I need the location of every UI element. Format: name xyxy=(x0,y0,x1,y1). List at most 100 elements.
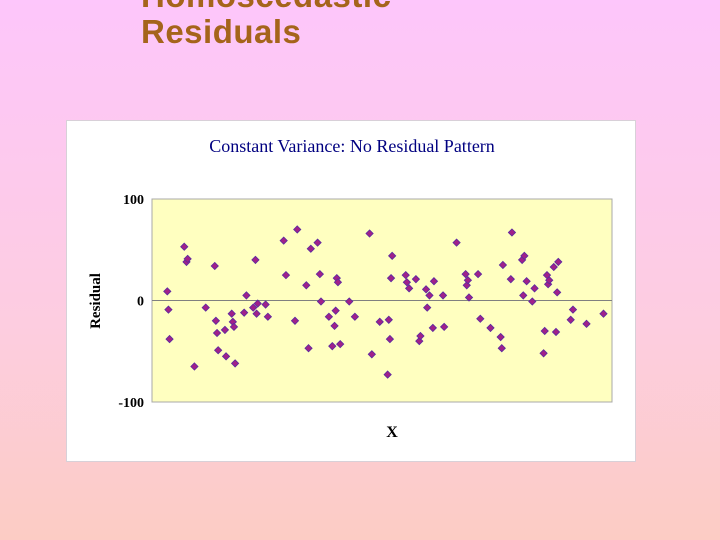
data-point xyxy=(438,291,448,300)
data-point xyxy=(164,305,173,314)
data-point xyxy=(530,284,539,293)
data-point xyxy=(221,352,231,361)
data-point xyxy=(324,312,334,321)
slide-title-line2: Residuals xyxy=(141,13,302,50)
data-point xyxy=(212,328,222,338)
data-point xyxy=(507,228,517,237)
data-point xyxy=(486,323,495,333)
data-point xyxy=(539,349,548,358)
data-point xyxy=(552,288,562,297)
data-point xyxy=(582,319,591,329)
y-axis-label: Residual xyxy=(88,273,104,329)
data-point xyxy=(476,314,485,323)
x-axis-label: X xyxy=(386,424,398,441)
data-point xyxy=(249,303,258,312)
data-point xyxy=(416,331,425,341)
data-point xyxy=(281,270,291,280)
data-point xyxy=(599,309,608,318)
data-point xyxy=(540,326,549,336)
data-point xyxy=(386,274,396,283)
data-point xyxy=(429,277,439,286)
data-point xyxy=(230,359,240,368)
data-point xyxy=(375,317,384,326)
data-point xyxy=(421,285,431,294)
data-point xyxy=(423,303,432,312)
data-point xyxy=(302,281,311,290)
data-point xyxy=(549,262,558,272)
data-point xyxy=(304,344,313,353)
data-point xyxy=(464,293,474,302)
data-point xyxy=(333,278,343,287)
data-point xyxy=(330,321,339,331)
data-point xyxy=(213,346,223,355)
data-point xyxy=(316,297,326,306)
data-point xyxy=(180,242,189,251)
data-point xyxy=(263,312,273,321)
data-point xyxy=(411,275,421,284)
data-point xyxy=(211,316,221,325)
data-point xyxy=(401,270,410,280)
data-point xyxy=(520,251,529,261)
data-point xyxy=(315,269,325,279)
data-point xyxy=(183,254,192,264)
data-point xyxy=(313,238,322,247)
data-point xyxy=(528,297,537,306)
data-point xyxy=(498,260,508,270)
data-point xyxy=(190,362,199,371)
residual-scatter-chart: Constant Variance: No Residual Pattern R… xyxy=(88,136,613,441)
data-point xyxy=(496,332,505,342)
data-point xyxy=(261,300,270,309)
data-point xyxy=(439,322,449,332)
data-point xyxy=(252,309,261,318)
data-point xyxy=(568,305,578,314)
data-point xyxy=(497,344,506,353)
data-point xyxy=(239,308,249,317)
data-point xyxy=(227,309,236,318)
data-point xyxy=(220,325,230,335)
data-point xyxy=(425,291,434,300)
data-point xyxy=(452,238,461,247)
data-point xyxy=(463,276,473,285)
slide-title: Homoscedastic Residuals xyxy=(141,0,391,50)
data-point xyxy=(522,277,531,286)
slide-title-line1: Homoscedastic xyxy=(141,0,391,14)
chart-frame: Constant Variance: No Residual Pattern R… xyxy=(66,120,636,462)
data-point xyxy=(328,342,337,351)
data-point xyxy=(251,255,260,265)
data-point xyxy=(566,315,575,324)
data-point xyxy=(383,370,392,379)
y-tick-labels: 100 0 -100 xyxy=(118,193,144,411)
data-point xyxy=(165,334,174,344)
data-point xyxy=(306,244,315,253)
data-point xyxy=(367,350,376,359)
data-point xyxy=(345,297,354,306)
data-point xyxy=(404,284,414,293)
data-point xyxy=(331,306,340,315)
data-point xyxy=(350,312,360,321)
data-point xyxy=(545,276,554,285)
y-tick-label: 100 xyxy=(123,193,144,208)
data-point xyxy=(293,225,302,234)
data-point xyxy=(336,339,345,349)
data-point xyxy=(415,336,424,346)
data-point xyxy=(428,323,438,333)
data-point xyxy=(519,291,528,300)
y-tick-label: -100 xyxy=(118,396,144,411)
data-point xyxy=(365,229,374,238)
y-tick-label: 0 xyxy=(137,295,144,310)
data-points xyxy=(163,225,608,379)
data-point xyxy=(551,327,561,337)
data-point xyxy=(402,278,412,287)
data-point xyxy=(461,269,470,279)
data-point xyxy=(290,316,300,325)
data-point xyxy=(163,287,172,296)
data-point xyxy=(384,315,393,324)
data-point xyxy=(201,303,210,312)
data-point xyxy=(506,275,515,284)
data-point xyxy=(253,299,262,308)
data-point xyxy=(242,291,251,300)
data-point xyxy=(229,322,239,332)
chart-title: Constant Variance: No Residual Pattern xyxy=(209,136,495,156)
data-point xyxy=(385,334,395,344)
data-point xyxy=(279,236,288,245)
